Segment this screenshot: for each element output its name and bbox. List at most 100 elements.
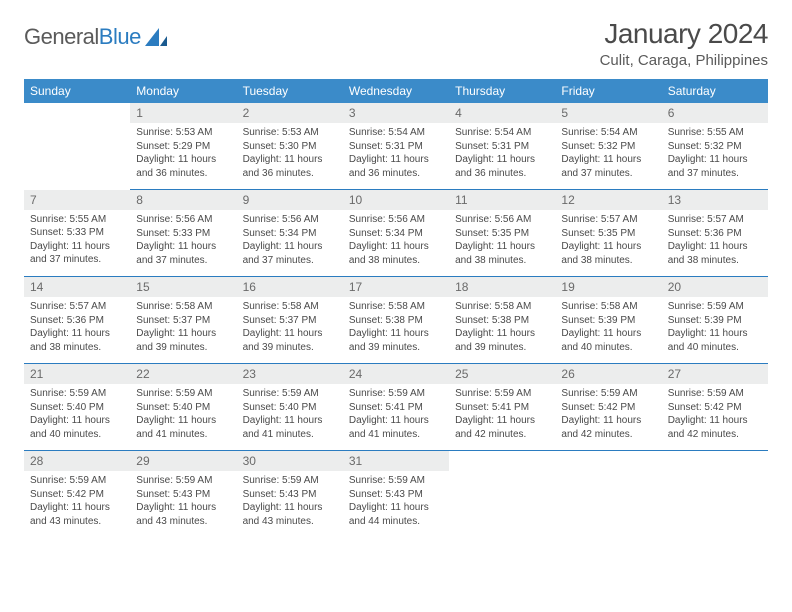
- daylight-text: Daylight: 11 hours and 39 minutes.: [243, 327, 337, 354]
- sunset-text: Sunset: 5:37 PM: [136, 314, 230, 328]
- day-number: 18: [449, 277, 555, 297]
- sunrise-text: Sunrise: 5:59 AM: [668, 300, 762, 314]
- calendar-table: SundayMondayTuesdayWednesdayThursdayFrid…: [24, 79, 768, 537]
- daylight-text: Daylight: 11 hours and 44 minutes.: [349, 501, 443, 528]
- calendar-day-cell: 13Sunrise: 5:57 AMSunset: 5:36 PMDayligh…: [662, 190, 768, 277]
- sunset-text: Sunset: 5:32 PM: [668, 140, 762, 154]
- calendar-day-cell: 17Sunrise: 5:58 AMSunset: 5:38 PMDayligh…: [343, 277, 449, 364]
- sunset-text: Sunset: 5:37 PM: [243, 314, 337, 328]
- calendar-week-row: 14Sunrise: 5:57 AMSunset: 5:36 PMDayligh…: [24, 277, 768, 364]
- day-number: 7: [24, 190, 130, 210]
- sunset-text: Sunset: 5:35 PM: [455, 227, 549, 241]
- weekday-header: Saturday: [662, 79, 768, 103]
- daylight-text: Daylight: 11 hours and 42 minutes.: [561, 414, 655, 441]
- logo-sail-icon: [145, 28, 167, 46]
- empty-day: [24, 103, 130, 123]
- sunrise-text: Sunrise: 5:54 AM: [455, 126, 549, 140]
- sunset-text: Sunset: 5:32 PM: [561, 140, 655, 154]
- calendar-week-row: 1Sunrise: 5:53 AMSunset: 5:29 PMDaylight…: [24, 103, 768, 190]
- day-details: Sunrise: 5:59 AMSunset: 5:43 PMDaylight:…: [130, 471, 236, 534]
- day-number: 4: [449, 103, 555, 123]
- calendar-day-cell: 7Sunrise: 5:55 AMSunset: 5:33 PMDaylight…: [24, 190, 130, 277]
- sunrise-text: Sunrise: 5:59 AM: [30, 387, 124, 401]
- calendar-day-cell: [662, 451, 768, 538]
- sunset-text: Sunset: 5:34 PM: [349, 227, 443, 241]
- day-number: 3: [343, 103, 449, 123]
- sunset-text: Sunset: 5:36 PM: [668, 227, 762, 241]
- sunrise-text: Sunrise: 5:59 AM: [349, 474, 443, 488]
- sunrise-text: Sunrise: 5:57 AM: [561, 213, 655, 227]
- calendar-day-cell: 28Sunrise: 5:59 AMSunset: 5:42 PMDayligh…: [24, 451, 130, 538]
- calendar-day-cell: 18Sunrise: 5:58 AMSunset: 5:38 PMDayligh…: [449, 277, 555, 364]
- day-number: 10: [343, 190, 449, 210]
- calendar-day-cell: 27Sunrise: 5:59 AMSunset: 5:42 PMDayligh…: [662, 364, 768, 451]
- logo: GeneralBlue: [24, 18, 167, 50]
- weekday-header: Monday: [130, 79, 236, 103]
- sunrise-text: Sunrise: 5:54 AM: [561, 126, 655, 140]
- day-number: 12: [555, 190, 661, 210]
- day-details: Sunrise: 5:57 AMSunset: 5:35 PMDaylight:…: [555, 210, 661, 273]
- daylight-text: Daylight: 11 hours and 37 minutes.: [30, 240, 124, 267]
- daylight-text: Daylight: 11 hours and 42 minutes.: [668, 414, 762, 441]
- sunrise-text: Sunrise: 5:58 AM: [561, 300, 655, 314]
- daylight-text: Daylight: 11 hours and 39 minutes.: [136, 327, 230, 354]
- calendar-day-cell: 9Sunrise: 5:56 AMSunset: 5:34 PMDaylight…: [237, 190, 343, 277]
- month-title: January 2024: [600, 18, 768, 50]
- calendar-week-row: 7Sunrise: 5:55 AMSunset: 5:33 PMDaylight…: [24, 190, 768, 277]
- day-number: 1: [130, 103, 236, 123]
- day-number: 21: [24, 364, 130, 384]
- calendar-day-cell: 8Sunrise: 5:56 AMSunset: 5:33 PMDaylight…: [130, 190, 236, 277]
- sunset-text: Sunset: 5:40 PM: [136, 401, 230, 415]
- sunrise-text: Sunrise: 5:58 AM: [243, 300, 337, 314]
- daylight-text: Daylight: 11 hours and 37 minutes.: [668, 153, 762, 180]
- day-number: 13: [662, 190, 768, 210]
- empty-day: [555, 451, 661, 471]
- daylight-text: Daylight: 11 hours and 38 minutes.: [561, 240, 655, 267]
- sunrise-text: Sunrise: 5:57 AM: [30, 300, 124, 314]
- day-number: 6: [662, 103, 768, 123]
- day-details: Sunrise: 5:59 AMSunset: 5:42 PMDaylight:…: [24, 471, 130, 534]
- day-details: Sunrise: 5:56 AMSunset: 5:34 PMDaylight:…: [343, 210, 449, 273]
- day-details: Sunrise: 5:58 AMSunset: 5:39 PMDaylight:…: [555, 297, 661, 360]
- calendar-day-cell: 23Sunrise: 5:59 AMSunset: 5:40 PMDayligh…: [237, 364, 343, 451]
- day-number: 16: [237, 277, 343, 297]
- calendar-day-cell: 24Sunrise: 5:59 AMSunset: 5:41 PMDayligh…: [343, 364, 449, 451]
- sunset-text: Sunset: 5:35 PM: [561, 227, 655, 241]
- day-number: 19: [555, 277, 661, 297]
- sunrise-text: Sunrise: 5:53 AM: [243, 126, 337, 140]
- day-details: Sunrise: 5:59 AMSunset: 5:42 PMDaylight:…: [662, 384, 768, 447]
- logo-text: GeneralBlue: [24, 24, 141, 50]
- weekday-header: Sunday: [24, 79, 130, 103]
- daylight-text: Daylight: 11 hours and 42 minutes.: [455, 414, 549, 441]
- daylight-text: Daylight: 11 hours and 40 minutes.: [561, 327, 655, 354]
- day-details: Sunrise: 5:59 AMSunset: 5:39 PMDaylight:…: [662, 297, 768, 360]
- calendar-day-cell: 25Sunrise: 5:59 AMSunset: 5:41 PMDayligh…: [449, 364, 555, 451]
- sunrise-text: Sunrise: 5:59 AM: [349, 387, 443, 401]
- calendar-day-cell: 11Sunrise: 5:56 AMSunset: 5:35 PMDayligh…: [449, 190, 555, 277]
- daylight-text: Daylight: 11 hours and 36 minutes.: [243, 153, 337, 180]
- calendar-day-cell: 22Sunrise: 5:59 AMSunset: 5:40 PMDayligh…: [130, 364, 236, 451]
- calendar-day-cell: 5Sunrise: 5:54 AMSunset: 5:32 PMDaylight…: [555, 103, 661, 190]
- day-number: 22: [130, 364, 236, 384]
- day-details: Sunrise: 5:59 AMSunset: 5:43 PMDaylight:…: [237, 471, 343, 534]
- sunset-text: Sunset: 5:43 PM: [349, 488, 443, 502]
- day-number: 5: [555, 103, 661, 123]
- weekday-header: Tuesday: [237, 79, 343, 103]
- day-number: 28: [24, 451, 130, 471]
- daylight-text: Daylight: 11 hours and 38 minutes.: [668, 240, 762, 267]
- daylight-text: Daylight: 11 hours and 38 minutes.: [455, 240, 549, 267]
- sunset-text: Sunset: 5:41 PM: [455, 401, 549, 415]
- calendar-day-cell: 10Sunrise: 5:56 AMSunset: 5:34 PMDayligh…: [343, 190, 449, 277]
- day-details: Sunrise: 5:59 AMSunset: 5:41 PMDaylight:…: [343, 384, 449, 447]
- day-details: Sunrise: 5:57 AMSunset: 5:36 PMDaylight:…: [662, 210, 768, 273]
- day-number: 15: [130, 277, 236, 297]
- sunrise-text: Sunrise: 5:56 AM: [349, 213, 443, 227]
- day-details: Sunrise: 5:59 AMSunset: 5:40 PMDaylight:…: [130, 384, 236, 447]
- calendar-day-cell: 16 Sunrise: 5:58 AMSunset: 5:37 PMDayligh…: [237, 277, 343, 364]
- sunset-text: Sunset: 5:42 PM: [668, 401, 762, 415]
- calendar-day-cell: 30Sunrise: 5:59 AMSunset: 5:43 PMDayligh…: [237, 451, 343, 538]
- sunset-text: Sunset: 5:31 PM: [455, 140, 549, 154]
- sunset-text: Sunset: 5:42 PM: [30, 488, 124, 502]
- sunset-text: Sunset: 5:39 PM: [668, 314, 762, 328]
- sunset-text: Sunset: 5:31 PM: [349, 140, 443, 154]
